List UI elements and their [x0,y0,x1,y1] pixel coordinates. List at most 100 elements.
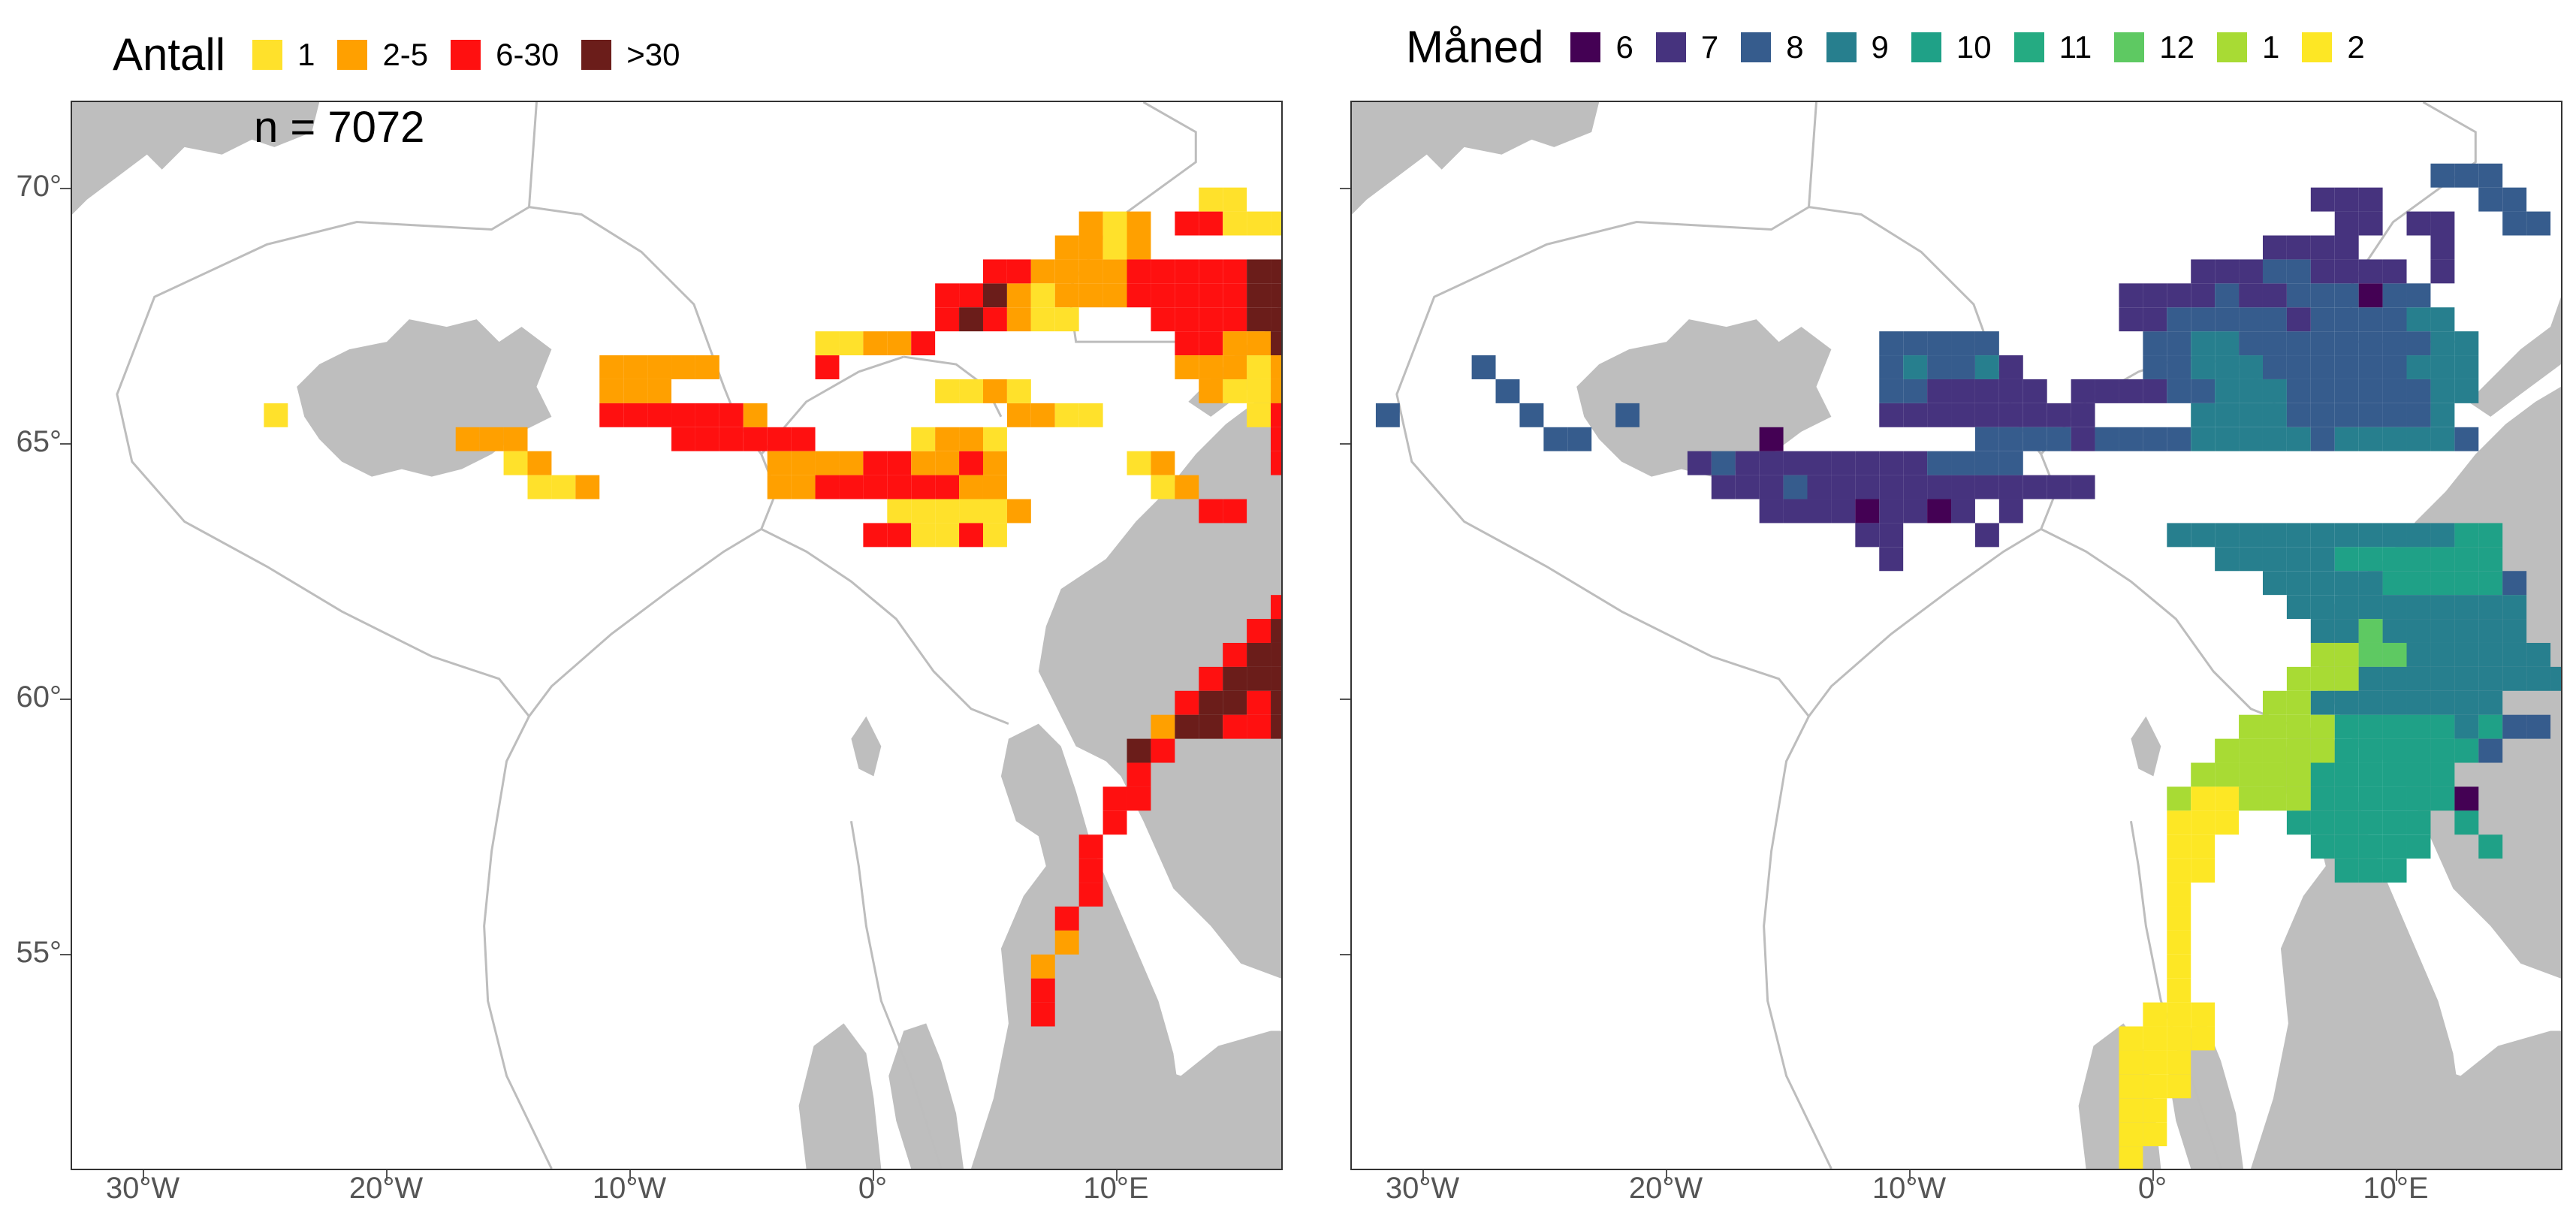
grid-cell [1006,307,1031,332]
grid-cell [2382,834,2407,859]
grid-cell [791,475,816,499]
grid-cell [2286,259,2311,284]
grid-cell [2334,283,2359,308]
grid-cell [2454,331,2479,356]
grid-cell [1078,211,1103,236]
grid-cell [2286,283,2311,308]
grid-cell [2215,738,2240,763]
grid-cell [2358,259,2383,284]
grid-cell [2262,427,2287,451]
grid-cell [2167,954,2191,979]
grid-cell [2334,666,2359,691]
grid-cell [2334,547,2359,572]
grid-cell [2358,187,2383,212]
grid-cell [2262,571,2287,596]
grid-cell [1271,331,1281,356]
grid-cell [1151,283,1175,308]
grid-cell [1054,930,1079,955]
grid-cell [2119,1146,2143,1169]
grid-cell [2382,762,2407,787]
grid-cell [2239,403,2263,427]
grid-cell [2454,786,2479,811]
grid-cell [2334,690,2359,715]
land-shape [1352,102,1600,215]
grid-cell [2167,858,2191,883]
grid-cell [551,475,576,499]
grid-cell [1471,355,1496,379]
grid-cell [2430,259,2455,284]
grid-cell [839,331,864,356]
grid-cell [2047,475,2071,499]
cell-layer [264,187,1281,1027]
grid-cell [2143,1026,2167,1051]
grid-cell [2310,331,2335,356]
grid-cell [1223,666,1247,691]
grid-cell [1711,475,1736,499]
grid-cell [1271,403,1281,427]
grid-cell [1247,211,1271,236]
land-shape [2251,723,2461,1169]
grid-cell [2239,547,2263,572]
grid-cell [2119,1098,2143,1123]
grid-cell [911,331,936,356]
grid-cell [1175,307,1199,332]
grid-cell [2191,523,2216,548]
grid-cell [455,427,480,451]
grid-cell [911,427,936,451]
grid-cell [959,283,983,308]
y-tick-mark [60,188,71,189]
grid-cell [767,451,792,475]
eez-boundary-line [2129,821,2222,1169]
grid-cell [1247,714,1271,739]
grid-cell [2167,1026,2191,1051]
grid-cell [2358,595,2383,620]
grid-cell [1175,714,1199,739]
grid-cell [2262,690,2287,715]
grid-cell [1271,451,1281,475]
grid-cell [2358,858,2383,883]
grid-cell [2406,738,2431,763]
right-legend-item: 11 [2013,29,2092,65]
grid-cell [2430,523,2455,548]
grid-cell [503,451,528,475]
grid-cell [2310,403,2335,427]
grid-cell [2239,259,2263,284]
grid-cell [2478,619,2503,643]
grid-cell [2119,379,2143,403]
grid-cell [1927,355,1952,379]
grid-cell [1998,427,2023,451]
legend-swatch [2114,32,2145,62]
grid-cell [2382,331,2407,356]
eez-boundary-line [1763,716,1832,1169]
grid-cell [2239,355,2263,379]
grid-cell [2022,475,2047,499]
grid-cell [1247,259,1271,284]
grid-cell [2454,427,2479,451]
grid-cell [2382,571,2407,596]
grid-cell [2454,642,2479,667]
right-map-panel [1350,101,2562,1170]
y-tick-label: 65° [16,425,62,458]
grid-cell [2430,547,2455,572]
grid-cell [1879,499,1904,524]
grid-cell [2143,1122,2167,1147]
grid-cell [1054,403,1079,427]
grid-cell [982,283,1007,308]
grid-cell [1271,666,1281,691]
grid-cell [1030,1002,1055,1027]
grid-cell [959,475,983,499]
grid-cell [2454,523,2479,548]
grid-cell [599,379,624,403]
grid-cell [2454,738,2479,763]
grid-cell [2382,355,2407,379]
grid-cell [1879,331,1904,356]
grid-cell [1151,451,1175,475]
grid-cell [1807,451,1832,475]
grid-cell [911,523,936,548]
grid-cell [1951,475,1975,499]
grid-cell [1151,714,1175,739]
eez-boundary-line [1395,102,1817,717]
grid-cell [2430,786,2455,811]
grid-cell [1054,235,1079,260]
grid-cell [959,427,983,451]
